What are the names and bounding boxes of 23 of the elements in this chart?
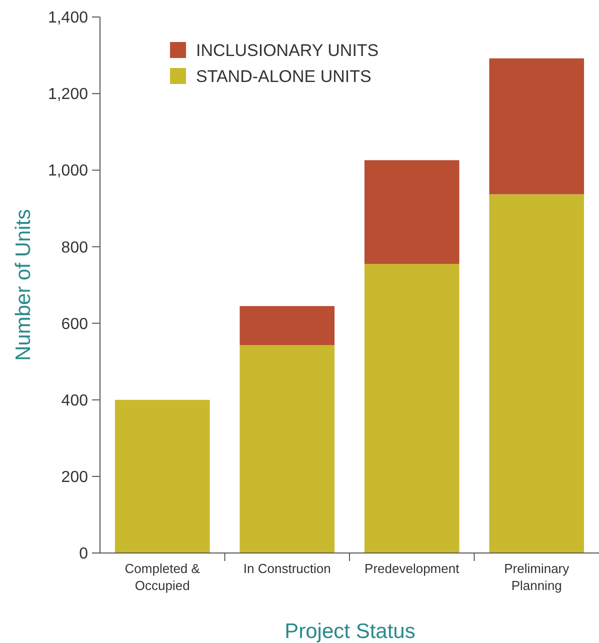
bar — [489, 58, 584, 194]
bar — [364, 264, 460, 553]
x-tick-label: Completed & Occupied — [124, 561, 200, 593]
x-axis-title: Project Status — [284, 620, 416, 643]
y-axis-title: Number of Units — [12, 209, 35, 361]
bar — [489, 194, 584, 553]
legend-label: INCLUSIONARY UNITS — [196, 40, 379, 60]
y-tick-label: 200 — [61, 469, 88, 486]
bar — [114, 400, 210, 553]
y-tick-label: 0 — [79, 546, 88, 563]
y-tick-label: 1,200 — [48, 86, 88, 104]
y-tick-label: 1,400 — [48, 10, 88, 27]
bar — [240, 345, 335, 553]
y-tick-label: 1,000 — [48, 162, 88, 180]
x-tick-label: Predevelopment — [364, 561, 460, 576]
bar — [364, 160, 460, 264]
bar — [240, 306, 335, 346]
y-tick-label: 800 — [61, 239, 88, 256]
y-tick-label: 400 — [61, 392, 88, 410]
x-tick-label: Preliminary Planning — [504, 561, 570, 593]
y-tick-label: 600 — [61, 316, 88, 333]
x-tick-label: In Construction — [243, 561, 331, 576]
legend-label: STAND-ALONE UNITS — [196, 66, 372, 86]
